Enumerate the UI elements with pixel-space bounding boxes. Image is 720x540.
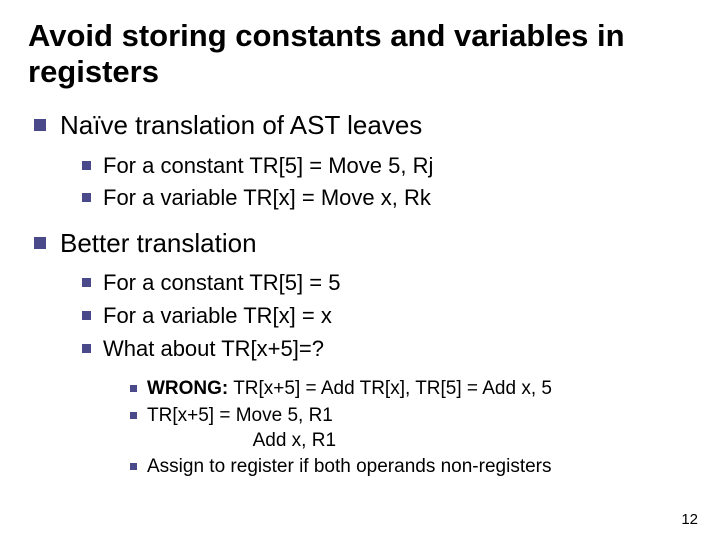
list-item: For a constant TR[5] = Move 5, Rj: [82, 152, 692, 181]
level2-text: What about TR[x+5]=?: [103, 335, 324, 364]
page-number: 12: [681, 511, 698, 528]
wrong-label: WRONG:: [147, 378, 228, 399]
level3-text: WRONG: TR[x+5] = Add TR[x], TR[5] = Add …: [147, 377, 552, 402]
list-item: For a constant TR[5] = 5: [82, 269, 692, 298]
level2-text: For a constant TR[5] = 5: [103, 269, 340, 298]
level2-text: For a constant TR[5] = Move 5, Rj: [103, 152, 433, 181]
list-item: WRONG: TR[x+5] = Add TR[x], TR[5] = Add …: [130, 377, 692, 402]
square-bullet-icon: [82, 161, 91, 170]
list-item: TR[x+5] = Move 5, R1 Add x, R1: [130, 404, 692, 453]
list-item: Naïve translation of AST leaves: [34, 109, 692, 142]
square-bullet-icon: [130, 412, 137, 419]
square-bullet-icon: [130, 463, 137, 470]
level1-text: Better translation: [60, 227, 257, 260]
level1-text: Naïve translation of AST leaves: [60, 109, 422, 142]
list-item: For a variable TR[x] = Move x, Rk: [82, 184, 692, 213]
square-bullet-icon: [82, 278, 91, 287]
list-item: Better translation: [34, 227, 692, 260]
square-bullet-icon: [82, 311, 91, 320]
list-item: What about TR[x+5]=?: [82, 335, 692, 364]
level3-text: Assign to register if both operands non-…: [147, 455, 552, 480]
list-item: Assign to register if both operands non-…: [130, 455, 692, 480]
wrong-text: TR[x+5] = Add TR[x], TR[5] = Add x, 5: [228, 378, 552, 399]
square-bullet-icon: [34, 237, 46, 249]
line2b-indent: [147, 430, 253, 451]
sublist: For a constant TR[5] = 5 For a variable …: [82, 269, 692, 363]
line2b: Add x, R1: [253, 430, 336, 451]
square-bullet-icon: [34, 119, 46, 131]
level2-text: For a variable TR[x] = Move x, Rk: [103, 184, 431, 213]
square-bullet-icon: [82, 193, 91, 202]
line2a: TR[x+5] = Move 5, R1: [147, 405, 333, 426]
level2-text: For a variable TR[x] = x: [103, 302, 332, 331]
level3-text: TR[x+5] = Move 5, R1 Add x, R1: [147, 404, 336, 453]
square-bullet-icon: [130, 385, 137, 392]
slide: Avoid storing constants and variables in…: [0, 0, 720, 540]
subsublist: WRONG: TR[x+5] = Add TR[x], TR[5] = Add …: [130, 377, 692, 480]
square-bullet-icon: [82, 344, 91, 353]
slide-title: Avoid storing constants and variables in…: [28, 18, 692, 89]
list-item: For a variable TR[x] = x: [82, 302, 692, 331]
sublist: For a constant TR[5] = Move 5, Rj For a …: [82, 152, 692, 213]
